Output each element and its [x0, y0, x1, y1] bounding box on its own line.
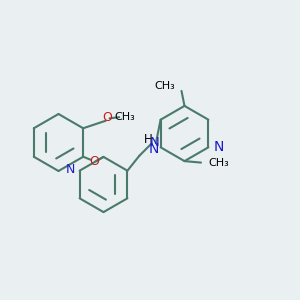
Text: O: O [102, 111, 112, 124]
Text: CH₃: CH₃ [155, 81, 176, 92]
Text: O: O [89, 155, 99, 168]
Text: CH₃: CH₃ [114, 112, 135, 122]
Text: N: N [214, 140, 224, 154]
Text: N: N [66, 163, 75, 176]
Text: CH₃: CH₃ [208, 158, 229, 168]
Text: N: N [149, 136, 159, 149]
Text: N: N [149, 142, 159, 156]
Text: H: H [144, 133, 153, 146]
